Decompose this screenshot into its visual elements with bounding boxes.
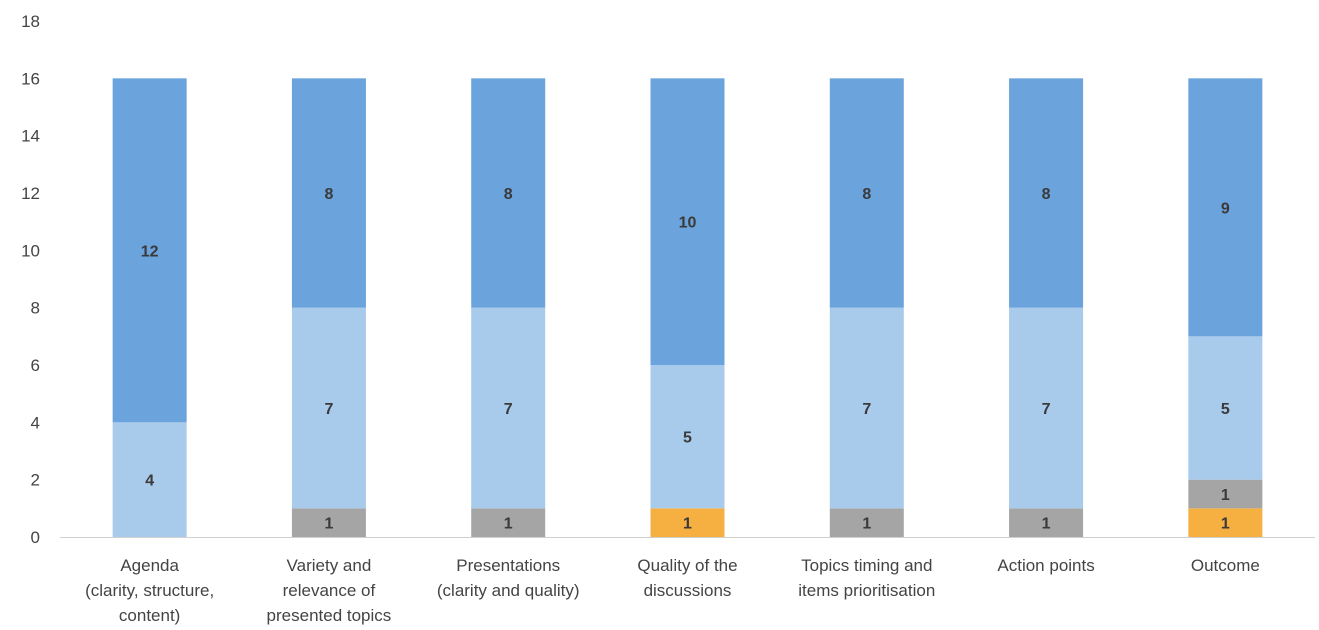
bar-segment xyxy=(1188,336,1263,480)
data-label: 1 xyxy=(324,516,333,533)
y-tick-label: 10 xyxy=(21,241,40,260)
bar-segment xyxy=(829,78,904,308)
data-label: 7 xyxy=(324,401,333,418)
y-tick-label: 8 xyxy=(31,299,40,318)
data-label: 5 xyxy=(1221,401,1230,418)
data-label: 7 xyxy=(1042,401,1051,418)
y-tick-label: 16 xyxy=(21,69,40,88)
x-category-label: Outcome xyxy=(1191,556,1260,575)
bar-segment xyxy=(1188,479,1263,509)
data-label: 5 xyxy=(683,430,692,447)
data-label: 12 xyxy=(141,243,159,260)
bar-segment xyxy=(1188,508,1263,537)
bar-segment xyxy=(1188,78,1263,337)
data-label: 7 xyxy=(862,401,871,418)
data-label: 1 xyxy=(683,516,692,533)
data-label: 10 xyxy=(679,215,697,232)
data-label: 7 xyxy=(504,401,513,418)
x-category-label: Topics timing and items prioritisation xyxy=(798,556,935,600)
data-label: 1 xyxy=(1221,487,1230,504)
bar-segment xyxy=(471,307,546,509)
bar-segment xyxy=(1009,307,1084,509)
y-tick-label: 4 xyxy=(31,413,40,432)
y-tick-label: 18 xyxy=(21,12,40,31)
bar-segment xyxy=(291,508,366,537)
bar-segment xyxy=(112,422,187,537)
bar-segment xyxy=(1009,508,1084,537)
bar-segment xyxy=(650,508,725,537)
data-label: 8 xyxy=(1042,186,1051,203)
data-label: 1 xyxy=(504,516,513,533)
bar-segment xyxy=(112,78,187,423)
y-tick-label: 12 xyxy=(21,184,40,203)
y-tick-label: 6 xyxy=(31,356,40,375)
data-label: 1 xyxy=(862,516,871,533)
bar-segment xyxy=(471,508,546,537)
bar-segment xyxy=(1009,78,1084,308)
data-label: 4 xyxy=(145,473,154,490)
bars xyxy=(112,78,1263,537)
y-tick-label: 0 xyxy=(31,528,40,547)
x-axis-category-labels: Agenda (clarity, structure, content) Variet… xyxy=(85,556,1260,625)
data-label: 1 xyxy=(1221,516,1230,533)
data-label: 8 xyxy=(324,186,333,203)
y-axis-ticks: 0 2 4 6 8 10 12 14 16 18 xyxy=(21,12,40,547)
x-category-label: Action points xyxy=(997,556,1094,575)
x-category-label: Agenda (clarity, structure, content) xyxy=(85,556,214,625)
bar-segment xyxy=(829,508,904,537)
y-tick-label: 14 xyxy=(21,127,40,146)
bar-segment xyxy=(291,78,366,308)
x-category-label: Variety and relevance of presented topics xyxy=(267,556,392,625)
x-category-label: Quality of the discussions xyxy=(637,556,737,600)
data-label: 8 xyxy=(862,186,871,203)
y-tick-label: 2 xyxy=(31,471,40,490)
data-labels: 4 12 1 7 8 1 7 8 1 5 10 1 7 8 1 7 8 1 1 5 9 xyxy=(141,186,1230,533)
x-category-label: Presentations (clarity and quality) xyxy=(437,556,580,600)
bar-segment xyxy=(650,78,725,365)
data-label: 9 xyxy=(1221,200,1230,217)
bar-segment xyxy=(471,78,546,308)
bar-segment xyxy=(829,307,904,509)
data-label: 8 xyxy=(504,186,513,203)
bar-segment xyxy=(650,365,725,509)
bar-segment xyxy=(291,307,366,509)
data-label: 1 xyxy=(1042,516,1051,533)
